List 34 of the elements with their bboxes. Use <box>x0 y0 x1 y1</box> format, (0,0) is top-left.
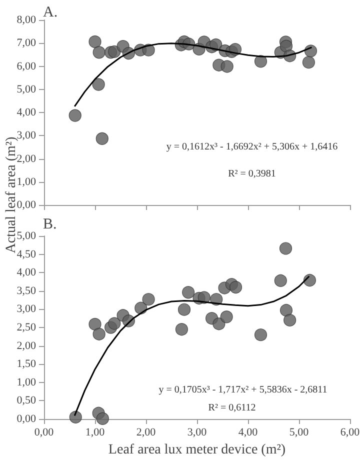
y-tick-label: 3,00 <box>16 130 36 142</box>
y-tick-label: 1,00 <box>16 176 36 188</box>
chart-title: A. <box>43 4 58 20</box>
y-tick-label: 1,50 <box>16 358 36 370</box>
y-tick-label: 2,00 <box>16 152 36 165</box>
annotation: y = 0,1705x³ - 1,717x² + 5,5836x - 2,6811 <box>158 384 328 396</box>
x-tick-label: 2,00 <box>136 426 156 438</box>
y-tick-label: 2,00 <box>16 340 36 352</box>
y-tick-label: 4,50 <box>16 248 36 260</box>
x-tick-label: 3,00 <box>187 426 208 438</box>
y-tick-label: 4,00 <box>16 106 36 118</box>
annotation: R² = 0,3981 <box>228 168 276 180</box>
chart-title: B. <box>43 216 57 232</box>
annotation: y = 0,1612x³ - 1,6692x² + 5,306x + 1,6416 <box>166 142 338 152</box>
y-tick-label: 5,00 <box>16 230 36 242</box>
x-tick-label: 4,00 <box>238 426 258 438</box>
x-tick-label: 1,00 <box>85 426 106 438</box>
y-tick-label: 0,50 <box>16 394 36 407</box>
y-tick-label: 0,00 <box>16 199 36 211</box>
y-tick-label: 3,50 <box>16 284 36 297</box>
y-tick-label: 0,00 <box>16 413 36 425</box>
y-tick-label: 6,00 <box>16 60 36 72</box>
x-tick-label: 0,00 <box>34 426 54 438</box>
y-tick-label: 4,00 <box>16 266 36 279</box>
y-tick-label: 2,50 <box>16 322 36 334</box>
y-tick-label: 7,00 <box>16 37 36 50</box>
y-tick-label: 3,00 <box>16 303 36 316</box>
x-tick-label: 6,00 <box>340 426 360 438</box>
x-tick-label: 5,00 <box>289 426 310 438</box>
x-axis-title: Leaf area lux meter device (m²) <box>108 442 286 458</box>
annotation: R² = 0,6112 <box>208 402 256 414</box>
y-tick-label: 1,00 <box>16 376 36 388</box>
y-tick-label: 5,00 <box>16 83 36 96</box>
y-tick-label: 8,00 <box>16 14 36 26</box>
